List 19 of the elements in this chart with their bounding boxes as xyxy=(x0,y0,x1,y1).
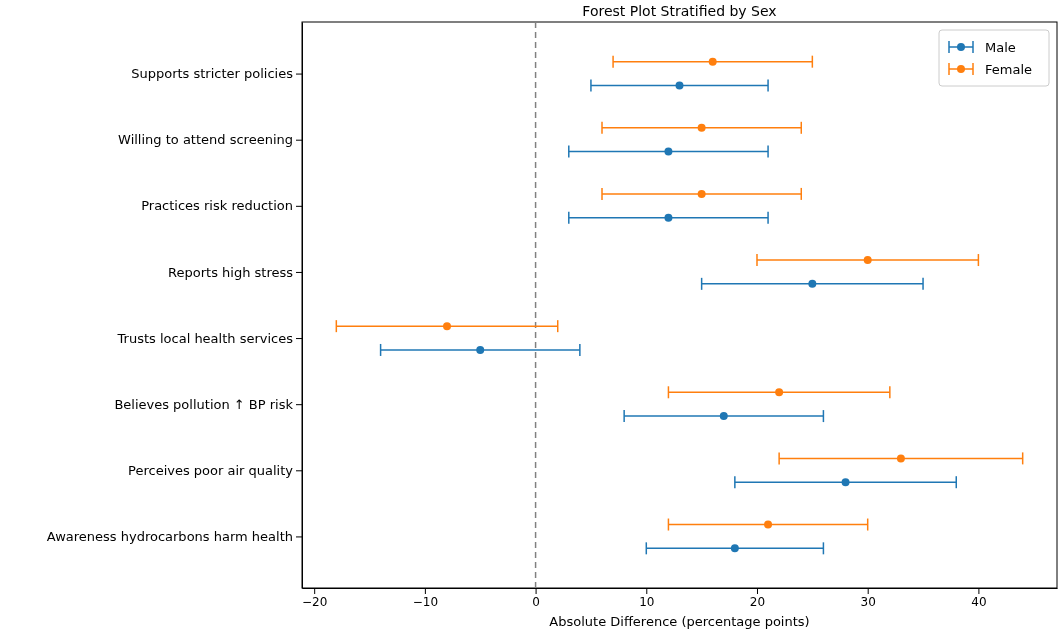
y-tick-label: Awareness hydrocarbons harm health xyxy=(46,529,293,545)
chart-title: Forest Plot Stratified by Sex xyxy=(582,3,777,19)
x-tick-label: 40 xyxy=(971,594,987,609)
y-tick-label: Practices risk reduction xyxy=(141,198,293,214)
x-tick-label: 0 xyxy=(532,594,540,609)
legend-label: Male xyxy=(985,40,1016,55)
y-tick-label: Supports stricter policies xyxy=(131,66,294,82)
y-tick-label: Trusts local health services xyxy=(116,330,294,346)
y-tick-label: Reports high stress xyxy=(168,264,294,280)
x-tick-label: 20 xyxy=(749,594,766,609)
x-tick-label: −10 xyxy=(412,594,439,609)
x-tick-label: −20 xyxy=(302,594,328,609)
y-tick-label: Willing to attend screening xyxy=(118,132,293,148)
x-axis-title: Absolute Difference (percentage points) xyxy=(549,614,810,629)
y-tick-label: Perceives poor air quality xyxy=(128,462,294,478)
legend-label: Female xyxy=(985,62,1033,77)
x-tick-label: 30 xyxy=(860,594,876,609)
x-tick-label: 10 xyxy=(639,594,655,609)
y-tick-label: Believes pollution ↑ BP risk xyxy=(114,396,294,412)
